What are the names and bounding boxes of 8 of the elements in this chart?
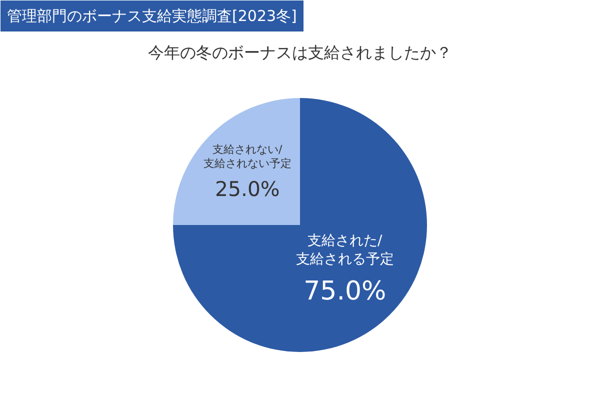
chart-subtitle: 今年の冬のボーナスは支給されましたか？ [148, 43, 452, 62]
slice-label: 支給されない/支給されない予定 [203, 142, 292, 170]
slice-label: 支給された/支給される予定 [296, 233, 394, 268]
data-label: 25.0% [214, 176, 280, 201]
pie-slice [173, 98, 300, 225]
pie-slice [173, 98, 427, 352]
chart-title: 管理部門のボーナス支給実態調査[2023冬] [7, 7, 297, 25]
data-label: 75.0% [304, 276, 386, 307]
